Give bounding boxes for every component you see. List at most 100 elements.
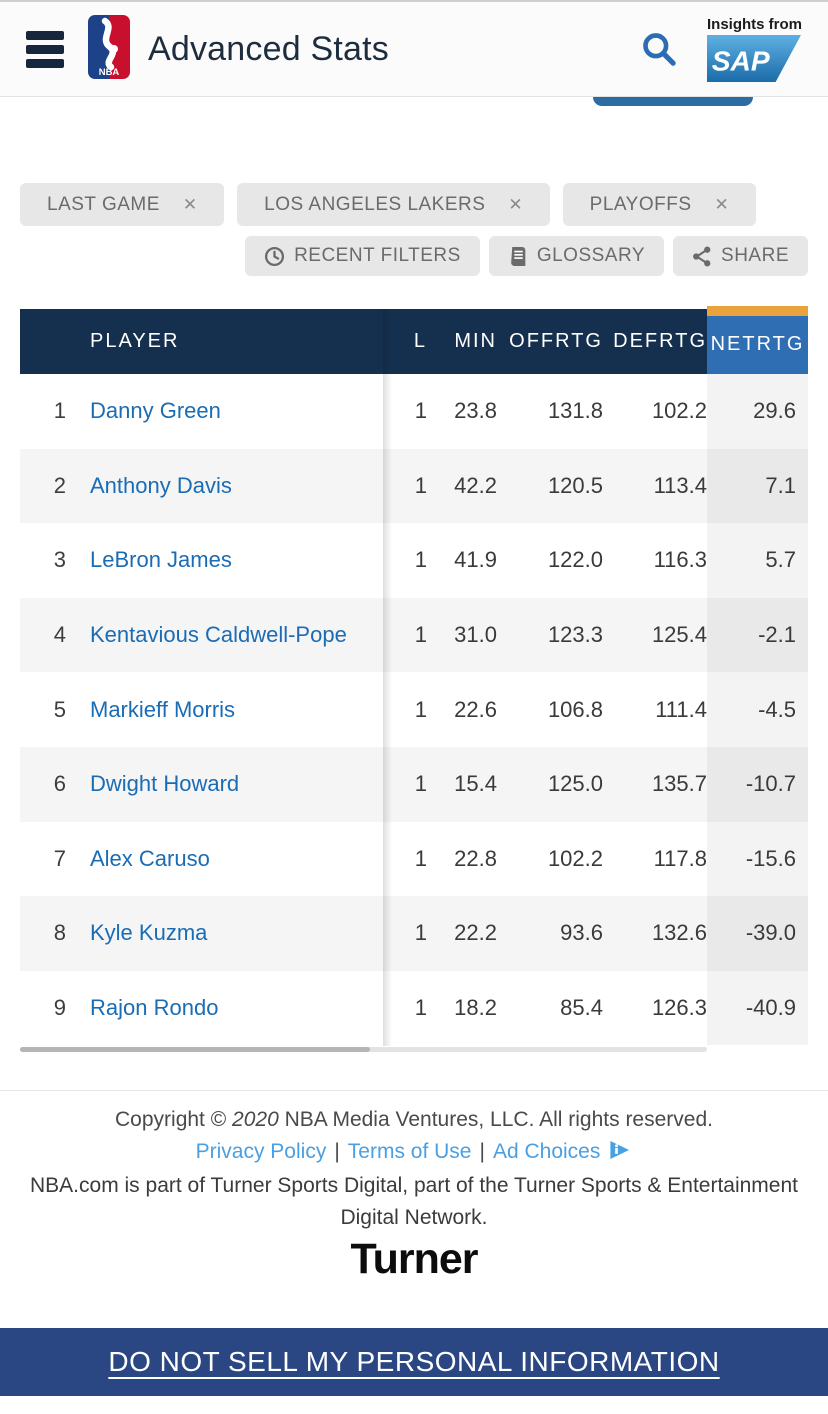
do-not-sell-link[interactable]: DO NOT SELL MY PERSONAL INFORMATION <box>108 1346 720 1377</box>
nba-logo-text: NBA <box>99 67 120 78</box>
filter-chip-label: LAST GAME <box>47 193 160 215</box>
app-bar: NBA Advanced Stats Insights from <box>0 0 828 97</box>
column-header-l[interactable]: L <box>413 330 427 352</box>
player-name-link[interactable]: LeBron James <box>90 547 232 573</box>
sap-logo: SAP <box>707 35 802 82</box>
player-name-link[interactable]: Rajon Rondo <box>90 995 219 1021</box>
scrolled-button-remnant[interactable] <box>593 97 753 106</box>
filter-chip-last-game: LAST GAME ✕ <box>20 183 225 226</box>
glossary-button[interactable]: GLOSSARY <box>488 236 665 276</box>
table-header-row: PLAYER L MIN OFFRTG DEFRTG NETRTG <box>20 306 808 374</box>
copyright-line: Copyright © 2020 NBA Media Ventures, LLC… <box>0 1104 828 1136</box>
stat-l: 1 <box>414 845 427 871</box>
table-row: 8 Kyle Kuzma 1 22.2 93.6 132.6 -39.0 <box>20 896 808 971</box>
stat-min: 22.8 <box>454 845 497 871</box>
table-row: 7 Alex Caruso 1 22.8 102.2 117.8 -15.6 <box>20 821 808 897</box>
consent-bar: DO NOT SELL MY PERSONAL INFORMATION <box>0 1328 828 1396</box>
player-name-link[interactable]: Alex Caruso <box>90 845 210 871</box>
player-rank: 8 <box>53 920 66 946</box>
network-attribution-text: NBA.com is part of Turner Sports Digital… <box>30 1174 798 1229</box>
column-header-defrtg[interactable]: DEFRTG <box>613 330 707 352</box>
stat-offrtg: 93.6 <box>560 920 603 946</box>
stat-netrtg: -15.6 <box>707 821 808 897</box>
filter-chip-label: LOS ANGELES LAKERS <box>264 193 486 215</box>
stat-offrtg: 85.4 <box>560 995 603 1021</box>
clock-icon <box>265 246 285 266</box>
share-button[interactable]: SHARE <box>673 236 808 276</box>
column-header-offrtg[interactable]: OFFRTG <box>509 330 603 352</box>
column-header-netrtg-sorted[interactable]: NETRTG <box>707 306 808 374</box>
stat-min: 15.4 <box>454 771 497 797</box>
player-rank: 2 <box>53 472 66 498</box>
nba-logo[interactable]: NBA <box>88 14 130 84</box>
copyright-prefix: Copyright © <box>115 1108 233 1132</box>
footer-links: Privacy Policy | Terms of Use | Ad Choices <box>0 1136 828 1171</box>
footer-divider <box>0 1090 828 1092</box>
menu-icon[interactable] <box>26 30 64 68</box>
glossary-label: GLOSSARY <box>536 245 646 266</box>
privacy-policy-link[interactable]: Privacy Policy <box>195 1139 327 1163</box>
player-rank: 9 <box>53 995 66 1021</box>
table-row: 3 LeBron James 1 41.9 122.0 116.3 5.7 <box>20 523 808 598</box>
turner-logo[interactable]: Turner <box>350 1235 479 1284</box>
column-header-player[interactable]: PLAYER <box>90 330 180 352</box>
player-rank: 4 <box>53 622 66 648</box>
stat-netrtg: -39.0 <box>707 896 808 971</box>
recent-filters-button[interactable]: RECENT FILTERS <box>245 236 480 276</box>
stat-offrtg: 131.8 <box>547 398 603 424</box>
copyright-year: 2020 <box>232 1108 279 1132</box>
table-row: 6 Dwight Howard 1 15.4 125.0 135.7 -10.7 <box>20 746 808 822</box>
player-name-link[interactable]: Kentavious Caldwell-Pope <box>90 622 347 648</box>
stat-min: 23.8 <box>454 398 497 424</box>
player-rank: 5 <box>53 696 66 722</box>
ad-choices-icon[interactable] <box>608 1139 632 1171</box>
book-icon <box>511 246 526 266</box>
stat-netrtg: 5.7 <box>707 523 808 598</box>
terms-of-use-link[interactable]: Terms of Use <box>347 1139 472 1163</box>
horizontal-scrollbar-track[interactable] <box>20 1047 707 1053</box>
footer: Copyright © 2020 NBA Media Ventures, LLC… <box>0 1104 828 1284</box>
link-separator: | <box>334 1139 340 1163</box>
player-name-link[interactable]: Danny Green <box>90 398 221 424</box>
table-row: 4 Kentavious Caldwell-Pope 1 31.0 123.3 … <box>20 597 808 673</box>
player-name-link[interactable]: Dwight Howard <box>90 771 240 797</box>
copyright-suffix: NBA Media Ventures, LLC. All rights rese… <box>278 1108 713 1132</box>
search-button[interactable] <box>641 31 677 67</box>
page-title: Advanced Stats <box>148 29 389 68</box>
stat-defrtg: 135.7 <box>651 771 707 797</box>
stat-netrtg: -2.1 <box>707 597 808 673</box>
ad-choices-link[interactable]: Ad Choices <box>492 1139 601 1163</box>
player-rank: 1 <box>53 398 66 424</box>
stat-min: 22.6 <box>454 696 497 722</box>
stat-l: 1 <box>414 472 427 498</box>
player-name-link[interactable]: Markieff Morris <box>90 696 236 722</box>
share-icon <box>693 246 711 266</box>
stat-defrtg: 126.3 <box>651 995 707 1021</box>
column-header-min[interactable]: MIN <box>454 330 497 352</box>
sap-sponsor-block[interactable]: Insights from SAP <box>707 16 802 82</box>
stat-netrtg: -10.7 <box>707 746 808 822</box>
stat-offrtg: 106.8 <box>547 696 603 722</box>
remove-filter-icon[interactable]: ✕ <box>714 194 729 214</box>
remove-filter-icon[interactable]: ✕ <box>508 194 523 214</box>
player-rank: 3 <box>53 547 66 573</box>
remove-filter-icon[interactable]: ✕ <box>182 194 198 214</box>
stat-defrtg: 111.4 <box>655 696 707 722</box>
stat-l: 1 <box>414 622 427 648</box>
stat-offrtg: 102.2 <box>547 845 603 871</box>
stat-netrtg: -40.9 <box>707 970 808 1046</box>
table-row: 1 Danny Green 1 23.8 131.8 102.2 29.6 <box>20 374 808 449</box>
horizontal-scrollbar-thumb[interactable] <box>20 1047 370 1053</box>
stat-l: 1 <box>414 547 427 573</box>
search-icon <box>643 33 676 66</box>
stat-netrtg: 29.6 <box>707 374 808 449</box>
stat-defrtg: 113.4 <box>653 472 707 498</box>
sap-logo-text: SAP <box>712 45 770 77</box>
filter-chip-team: LOS ANGELES LAKERS ✕ <box>237 183 550 226</box>
stat-min: 18.2 <box>454 995 497 1021</box>
player-name-link[interactable]: Kyle Kuzma <box>90 920 208 946</box>
recent-filters-label: RECENT FILTERS <box>294 245 461 266</box>
stat-defrtg: 117.8 <box>653 845 707 871</box>
stat-l: 1 <box>414 771 427 797</box>
player-name-link[interactable]: Anthony Davis <box>90 472 232 498</box>
